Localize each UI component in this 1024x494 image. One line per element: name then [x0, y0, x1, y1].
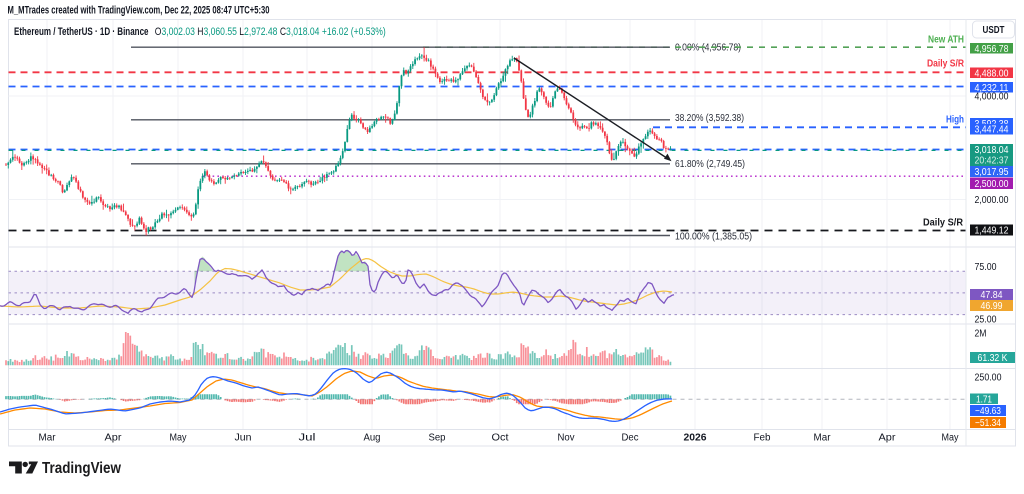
svg-text:38.20% (3,592.38): 38.20% (3,592.38) [675, 113, 744, 124]
svg-text:75.00: 75.00 [975, 262, 997, 273]
svg-text:Mar: Mar [814, 433, 832, 444]
svg-text:Jul: Jul [299, 433, 316, 444]
svg-text:New ATH: New ATH [928, 35, 964, 46]
svg-text:Apr: Apr [105, 433, 123, 444]
svg-text:Mar: Mar [39, 433, 57, 444]
svg-text:May: May [170, 433, 187, 444]
svg-text:Ethereum / TetherUS · 1D · Bin: Ethereum / TetherUS · 1D · Binance [14, 26, 149, 38]
svg-text:1,449.12: 1,449.12 [975, 226, 1009, 237]
svg-text:4,000.00: 4,000.00 [975, 92, 1009, 103]
svg-text:3,018.04: 3,018.04 [975, 145, 1009, 156]
svg-text:Dec: Dec [622, 433, 639, 444]
svg-text:4,232.11: 4,232.11 [975, 83, 1009, 94]
svg-text:2,000.00: 2,000.00 [975, 195, 1009, 206]
svg-text:250.00: 250.00 [975, 373, 1002, 384]
svg-text:Nov: Nov [558, 433, 575, 444]
svg-text:TradingView: TradingView [42, 460, 122, 477]
svg-text:46.99: 46.99 [981, 301, 1003, 312]
svg-text:2,500.00: 2,500.00 [975, 179, 1009, 190]
svg-text:61.80% (2,749.45): 61.80% (2,749.45) [675, 159, 745, 170]
svg-text:Daily S/R: Daily S/R [923, 218, 964, 229]
svg-text:−49.63: −49.63 [975, 406, 1001, 417]
svg-text:M_MTrades created with Trading: M_MTrades created with TradingView.com, … [8, 5, 270, 17]
svg-text:Jun: Jun [235, 433, 252, 444]
svg-text:O3,002.03 H3,060.55 L2,972.48: O3,002.03 H3,060.55 L2,972.48 C3,018.04 … [155, 26, 386, 38]
svg-text:0.00% (4,956.78): 0.00% (4,956.78) [675, 43, 741, 54]
svg-text:High: High [946, 115, 964, 126]
svg-text:1.71: 1.71 [976, 394, 992, 405]
svg-text:Oct: Oct [492, 433, 509, 444]
svg-text:2M: 2M [975, 329, 987, 340]
svg-text:3,447.44: 3,447.44 [975, 125, 1009, 136]
svg-text:Daily S/R: Daily S/R [927, 59, 965, 70]
svg-text:4,488.00: 4,488.00 [975, 68, 1009, 79]
svg-text:100.00% (1,385.05): 100.00% (1,385.05) [675, 231, 752, 242]
svg-text:3,017.95: 3,017.95 [975, 167, 1009, 178]
svg-text:61.32 K: 61.32 K [978, 353, 1008, 364]
svg-text:May: May [942, 433, 959, 444]
svg-text:−51.34: −51.34 [975, 418, 1001, 429]
svg-text:Aug: Aug [364, 433, 381, 444]
svg-text:25.00: 25.00 [975, 315, 997, 326]
svg-text:2026: 2026 [684, 433, 707, 444]
svg-text:Sep: Sep [429, 433, 446, 444]
svg-text:20:42:37: 20:42:37 [975, 155, 1009, 166]
svg-text:Apr: Apr [879, 433, 897, 444]
svg-text:USDT: USDT [983, 24, 1005, 36]
svg-text:47.84: 47.84 [981, 290, 1003, 301]
svg-text:4,956.78: 4,956.78 [975, 44, 1009, 55]
svg-text:Feb: Feb [754, 433, 771, 444]
